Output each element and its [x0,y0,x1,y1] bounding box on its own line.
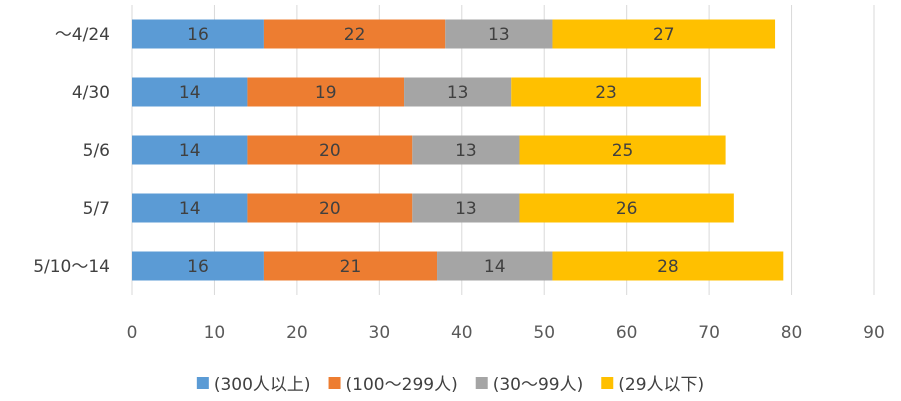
bar-layer: 16 22 13 27 14 19 13 23 14 20 13 25 14 20 13 26 16 21 14 28 [132,19,784,281]
legend-label: (29人以下) [618,375,704,395]
x-tick-label: 80 [781,323,803,343]
legend-swatch [196,377,209,389]
bar-data-label: 19 [315,83,337,103]
bar-data-label: 27 [653,25,675,45]
x-tick-label: 10 [204,323,226,343]
bar-data-label: 21 [340,257,362,277]
legend-swatch [475,377,488,389]
legend-swatch [601,377,614,389]
category-label: 4/30 [72,83,110,103]
bar-segment [132,19,264,49]
bar-data-label: 14 [179,199,201,219]
x-tick-label: 20 [286,323,308,343]
bar-segment [412,135,520,165]
bar-segment [247,135,413,165]
bar-data-label: 26 [616,199,638,219]
bar-segment [247,77,405,107]
axis-layer: 0 10 20 30 40 50 60 70 80 90 〜4/24 4/30 5/6 5/7 5/10〜1… [33,25,885,343]
bar-data-label: 20 [319,141,341,161]
legend-label: (100〜299人) [346,375,458,395]
bar-segment [247,193,413,223]
bar-segment [519,193,734,223]
bar-segment [132,193,248,223]
bar-data-label: 13 [455,199,477,219]
category-label: 5/7 [83,199,110,219]
x-tick-label: 30 [369,323,391,343]
bar-data-label: 28 [657,257,679,277]
legend-item: (300人以上) [196,375,311,395]
bar-segment [132,251,264,281]
legend-item: (30〜99人) [475,375,584,395]
bar-data-label: 14 [179,141,201,161]
bar-segment [132,77,248,107]
legend-swatch [328,377,341,389]
bar-data-label: 14 [484,257,506,277]
bar-data-label: 16 [187,25,209,45]
bar-segment [263,19,446,49]
bar-data-label: 13 [447,83,469,103]
bar-data-label: 20 [319,199,341,219]
category-label: 〜4/24 [55,25,110,45]
bar-data-label: 13 [488,25,510,45]
legend-label: (300人以上) [214,375,311,395]
legend-item: (29人以下) [601,375,704,395]
bar-segment [511,77,701,107]
x-tick-label: 0 [127,323,138,343]
bar-data-label: 25 [612,141,634,161]
x-tick-label: 40 [451,323,473,343]
bar-segment [437,251,553,281]
legend-label: (30〜99人) [493,375,584,395]
x-tick-label: 70 [698,323,720,343]
category-label: 5/10〜14 [33,257,110,277]
x-tick-label: 90 [863,323,885,343]
bar-segment [445,19,553,49]
bar-segment [552,251,784,281]
bar-data-label: 13 [455,141,477,161]
bar-segment [263,251,438,281]
bar-data-label: 23 [595,83,617,103]
bar-segment [404,77,512,107]
bar-segment [552,19,776,49]
legend: (300人以上) (100〜299人) (30〜99人) (29人以下) [196,375,704,395]
category-label: 5/6 [83,141,110,161]
x-tick-label: 50 [533,323,555,343]
bar-segment [412,193,520,223]
bar-data-label: 22 [344,25,366,45]
legend-item: (100〜299人) [328,375,458,395]
bar-segment [519,135,726,165]
x-tick-label: 60 [616,323,638,343]
bar-data-label: 14 [179,83,201,103]
bar-segment [132,135,248,165]
bar-data-label: 16 [187,257,209,277]
